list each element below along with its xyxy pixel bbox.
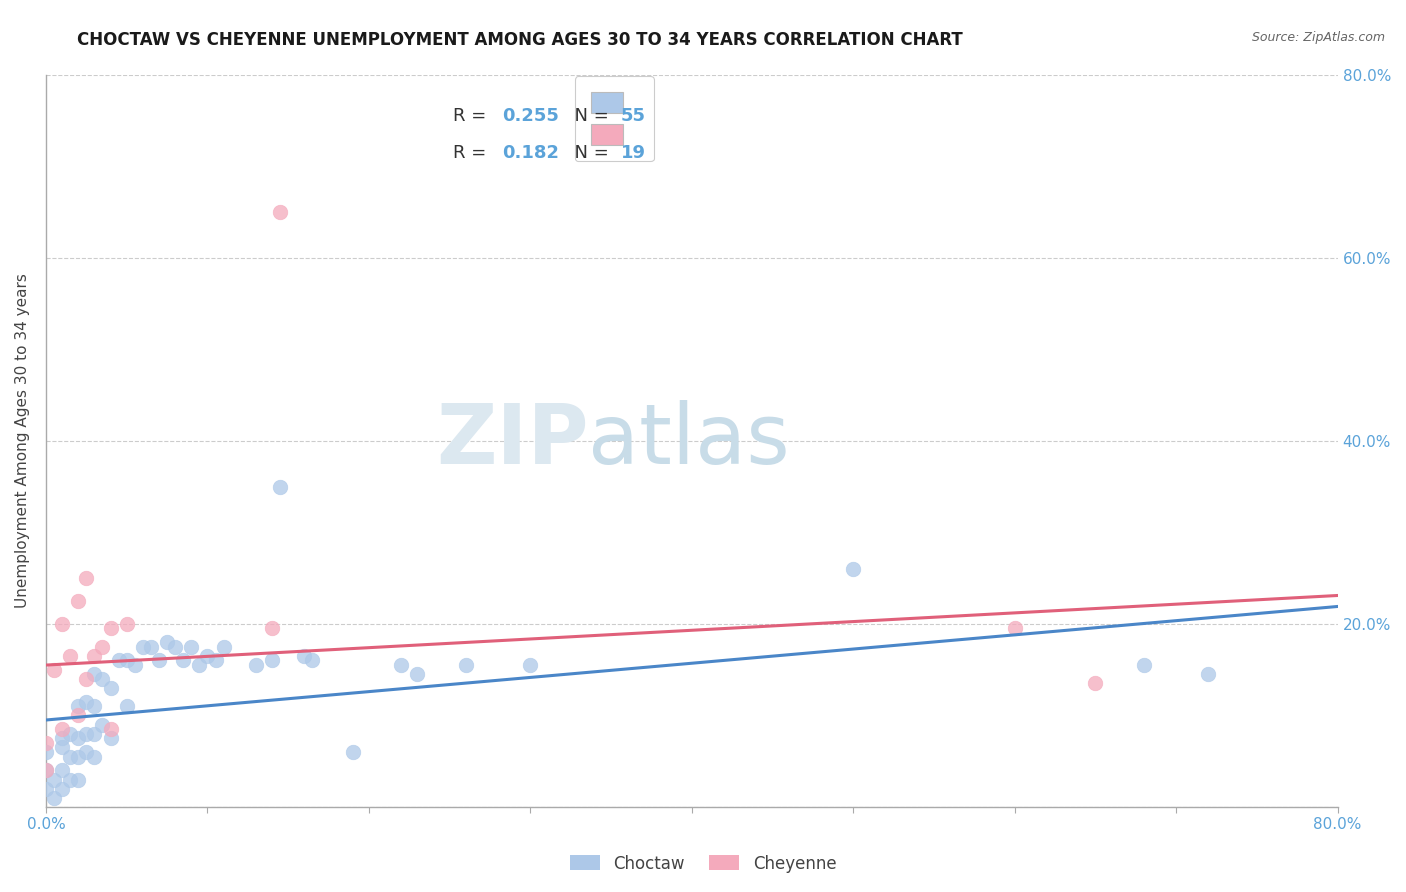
Text: CHOCTAW VS CHEYENNE UNEMPLOYMENT AMONG AGES 30 TO 34 YEARS CORRELATION CHART: CHOCTAW VS CHEYENNE UNEMPLOYMENT AMONG A…: [77, 31, 963, 49]
Y-axis label: Unemployment Among Ages 30 to 34 years: Unemployment Among Ages 30 to 34 years: [15, 273, 30, 608]
Point: [51, 781, 73, 796]
Legend: Choctaw, Cheyenne: Choctaw, Cheyenne: [562, 848, 844, 880]
Point: [83, 667, 105, 681]
Point: [75, 727, 97, 741]
Point: [454, 658, 477, 673]
Point: [156, 635, 179, 649]
Point: [59, 749, 82, 764]
Text: R =: R =: [453, 107, 492, 126]
Point: [35, 781, 58, 796]
Point: [51, 740, 73, 755]
Text: 0.255: 0.255: [502, 107, 558, 126]
Point: [51, 764, 73, 778]
Text: 0.182: 0.182: [502, 145, 560, 162]
Point: [165, 640, 187, 654]
Point: [260, 653, 283, 667]
Point: [269, 479, 291, 493]
Legend: , : ,: [575, 76, 654, 161]
Point: [35, 764, 58, 778]
Point: [124, 658, 146, 673]
Point: [212, 640, 235, 654]
Point: [51, 731, 73, 746]
Point: [1133, 658, 1156, 673]
Point: [42, 772, 65, 787]
Text: ZIP: ZIP: [436, 401, 589, 482]
Point: [301, 653, 323, 667]
Point: [342, 745, 364, 759]
Point: [115, 616, 138, 631]
Point: [100, 622, 122, 636]
Point: [42, 663, 65, 677]
Point: [1004, 622, 1026, 636]
Point: [406, 667, 429, 681]
Point: [75, 745, 97, 759]
Point: [100, 681, 122, 695]
Text: N =: N =: [562, 107, 614, 126]
Point: [115, 653, 138, 667]
Point: [42, 790, 65, 805]
Point: [107, 653, 129, 667]
Point: [260, 622, 283, 636]
Point: [245, 658, 267, 673]
Point: [83, 727, 105, 741]
Point: [269, 205, 291, 219]
Point: [75, 672, 97, 686]
Point: [83, 648, 105, 663]
Point: [1084, 676, 1107, 690]
Point: [51, 722, 73, 736]
Text: N =: N =: [562, 145, 614, 162]
Point: [59, 648, 82, 663]
Point: [519, 658, 541, 673]
Point: [35, 745, 58, 759]
Point: [172, 653, 194, 667]
Point: [35, 736, 58, 750]
Text: Source: ZipAtlas.com: Source: ZipAtlas.com: [1251, 31, 1385, 45]
Point: [148, 653, 170, 667]
Point: [67, 731, 90, 746]
Point: [180, 640, 202, 654]
Point: [100, 731, 122, 746]
Text: 19: 19: [621, 145, 645, 162]
Text: atlas: atlas: [589, 401, 790, 482]
Point: [67, 749, 90, 764]
Point: [35, 764, 58, 778]
Point: [1198, 667, 1220, 681]
Point: [51, 616, 73, 631]
Point: [188, 658, 211, 673]
Point: [91, 717, 114, 731]
Point: [842, 562, 865, 576]
Point: [197, 648, 219, 663]
Point: [67, 772, 90, 787]
Point: [67, 699, 90, 714]
Point: [292, 648, 315, 663]
Point: [204, 653, 226, 667]
Point: [75, 571, 97, 585]
Point: [67, 594, 90, 608]
Point: [67, 708, 90, 723]
Point: [59, 727, 82, 741]
Point: [83, 699, 105, 714]
Text: 55: 55: [621, 107, 645, 126]
Point: [91, 640, 114, 654]
Point: [91, 672, 114, 686]
Point: [132, 640, 155, 654]
Text: R =: R =: [453, 145, 498, 162]
Point: [389, 658, 412, 673]
Point: [83, 749, 105, 764]
Point: [75, 695, 97, 709]
Point: [59, 772, 82, 787]
Point: [139, 640, 162, 654]
Point: [115, 699, 138, 714]
Point: [100, 722, 122, 736]
